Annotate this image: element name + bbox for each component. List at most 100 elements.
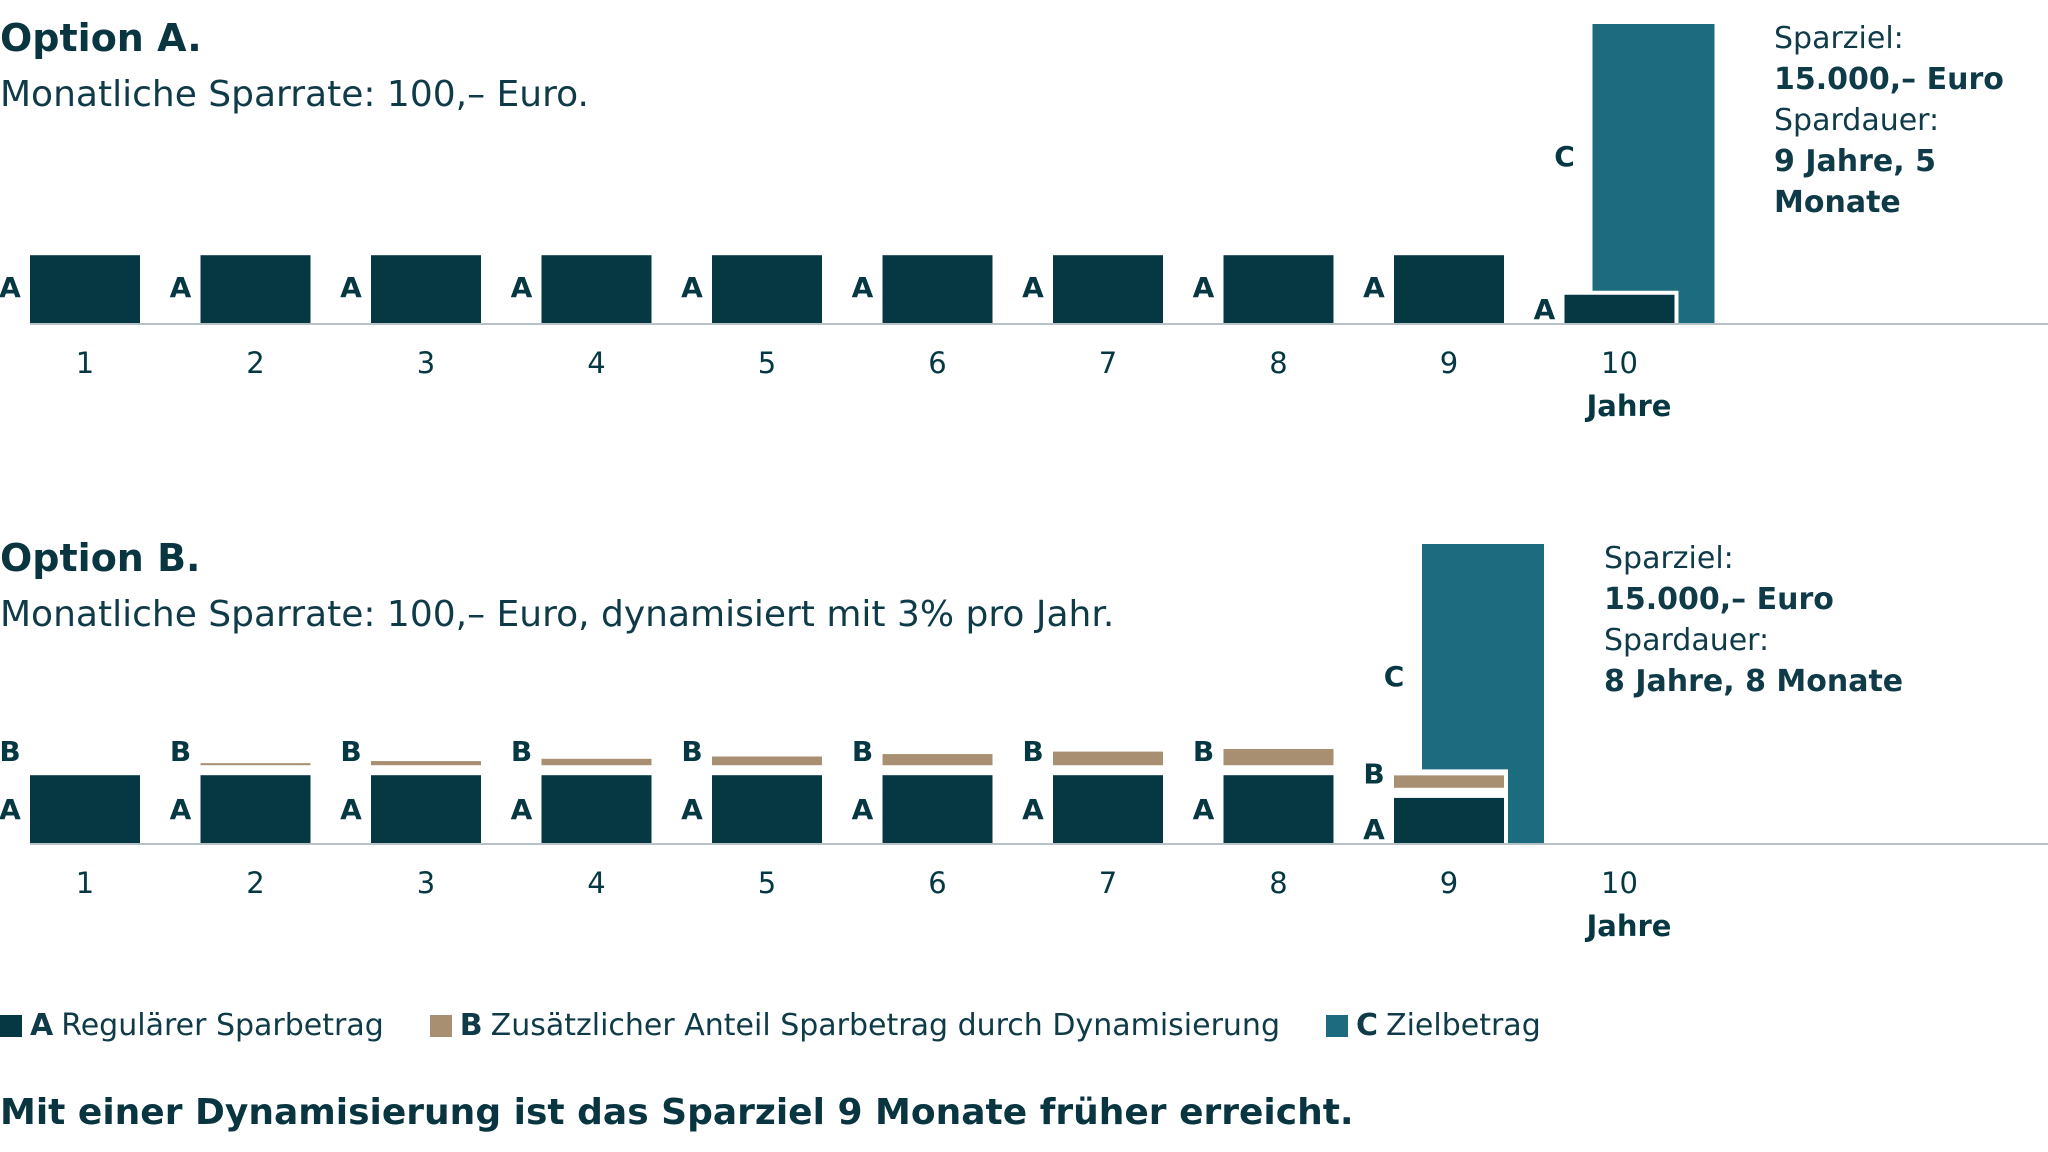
- legend-label-b: Zusätzlicher Anteil Sparbetrag durch Dyn…: [490, 1008, 1280, 1043]
- chart-a-tick-8: 8: [1269, 346, 1287, 380]
- chart-a-tick-10: 10: [1601, 346, 1638, 380]
- chart-b-bar-b-7: [1053, 751, 1163, 766]
- chart-b-bar-a-9: [1394, 797, 1504, 843]
- chart-b-goal-label: Sparziel:: [1604, 541, 1734, 576]
- chart-a-title: Option A.: [0, 16, 202, 60]
- chart-b-bar-a-3: [371, 775, 481, 843]
- chart-b-label-b-8: B: [1193, 735, 1214, 768]
- chart-a-bar-a-5: [712, 255, 822, 323]
- legend: A Regulärer Sparbetrag B Zusätzlicher An…: [0, 1008, 1587, 1043]
- chart-b-subtitle: Monatliche Sparrate: 100,– Euro, dynamis…: [0, 594, 1115, 635]
- chart-a-tick-2: 2: [246, 346, 264, 380]
- chart-b-label-b-5: B: [681, 735, 702, 768]
- chart-a-bar-c: [1592, 24, 1715, 323]
- chart-a-label-a-7: A: [1022, 271, 1044, 304]
- chart-b-tick-5: 5: [758, 866, 776, 900]
- chart-b-tick-8: 8: [1269, 866, 1287, 900]
- chart-a-info: Sparziel: 15.000,– Euro Spardauer: 9 Jah…: [1774, 18, 2048, 223]
- chart-b-label-a-3: A: [340, 793, 362, 826]
- chart-b-label-b-1: B: [0, 735, 21, 768]
- chart-a-bar-a-4: [541, 255, 652, 323]
- chart-b-tick-6: 6: [928, 866, 946, 900]
- chart-b-label-a-8: A: [1193, 793, 1215, 826]
- chart-b-bar-a-5: [712, 775, 822, 843]
- chart-b-label-a-5: A: [681, 793, 703, 826]
- chart-a-bar-a-2: [200, 255, 311, 323]
- chart-b-label-a-4: A: [511, 793, 533, 826]
- chart-a-label-a-1: A: [0, 271, 21, 304]
- chart-a-bar-a-1: [30, 255, 140, 323]
- chart-a-label-a-9: A: [1363, 271, 1385, 304]
- chart-b-bar-b-8: [1223, 748, 1334, 766]
- chart-b-label-a-9: A: [1363, 813, 1385, 846]
- chart-a-tick-4: 4: [587, 346, 605, 380]
- chart-b-xlabel: Jahre: [1585, 909, 1672, 943]
- chart-a-duration-value: 9 Jahre, 5 Monate: [1774, 144, 1936, 220]
- chart-b-duration-value: 8 Jahre, 8 Monate: [1604, 664, 1904, 699]
- chart-b-bar-a-4: [541, 775, 652, 843]
- chart-a-label-a-5: A: [681, 271, 703, 304]
- chart-b-tick-2: 2: [246, 866, 264, 900]
- legend-label-a: Regulärer Sparbetrag: [61, 1008, 384, 1043]
- chart-a-label-a-4: A: [511, 271, 533, 304]
- chart-a-bar-a-10: [1564, 294, 1675, 323]
- chart-a-label-a-8: A: [1193, 271, 1215, 304]
- chart-a-tick-6: 6: [928, 346, 946, 380]
- chart-a-label-c: C: [1554, 140, 1575, 173]
- chart-b-bar-b-3: [371, 761, 481, 766]
- chart-a-goal-label: Sparziel:: [1774, 21, 1904, 56]
- chart-b-label-b-4: B: [511, 735, 532, 768]
- legend-key-b: B: [459, 1008, 483, 1043]
- chart-a-bar-a-8: [1223, 255, 1334, 323]
- chart-a-tick-7: 7: [1099, 346, 1117, 380]
- chart-b-goal-value: 15.000,– Euro: [1604, 582, 1834, 617]
- chart-a-label-a-6: A: [852, 271, 874, 304]
- chart-b-bar-a-6: [882, 775, 993, 843]
- chart-a-bar-a-3: [371, 255, 481, 323]
- chart-b-label-b-3: B: [340, 735, 361, 768]
- chart-b-bar-a-2: [200, 775, 311, 843]
- chart-a-tick-3: 3: [417, 346, 435, 380]
- legend-item-b: B Zusätzlicher Anteil Sparbetrag durch D…: [429, 1008, 1280, 1043]
- chart-b-label-a-2: A: [170, 793, 192, 826]
- chart-b-bar-b-9: [1394, 775, 1504, 788]
- chart-a-tick-9: 9: [1440, 346, 1458, 380]
- chart-a-label-a-2: A: [170, 271, 192, 304]
- chart-b-label-b-9: B: [1363, 757, 1384, 790]
- chart-b-bar-a-8: [1223, 775, 1334, 843]
- chart-a-tick-1: 1: [76, 346, 94, 380]
- chart-b-label-c: C: [1384, 660, 1405, 693]
- chart-b-bar-b-4: [541, 758, 652, 766]
- legend-swatch-c: [1326, 1014, 1348, 1037]
- conclusion-text: Mit einer Dynamisierung ist das Sparziel…: [0, 1092, 1354, 1133]
- legend-key-a: A: [30, 1008, 54, 1043]
- chart-b-bar-a-1: [30, 775, 140, 843]
- legend-label-c: Zielbetrag: [1386, 1008, 1541, 1043]
- chart-a-tick-5: 5: [758, 346, 776, 380]
- chart-b-tick-3: 3: [417, 866, 435, 900]
- chart-a-bar-a-7: [1053, 255, 1163, 323]
- legend-swatch-a: [0, 1014, 22, 1037]
- chart-b-label-b-6: B: [852, 735, 873, 768]
- chart-b-bar-b-5: [712, 756, 822, 766]
- chart-b-bar-b-2: [200, 763, 311, 766]
- chart-a-xlabel: Jahre: [1585, 389, 1672, 423]
- chart-b-tick-10: 10: [1601, 866, 1638, 900]
- chart-a-plot: C A 1 A 2 A 3 A 4 A 5 A 6 A 7 A 8 A 9 A 10 Jahre: [0, 24, 2048, 423]
- legend-swatch-b: [429, 1014, 452, 1037]
- chart-b-tick-9: 9: [1440, 866, 1458, 900]
- chart-b-info: Sparziel: 15.000,– Euro Spardauer: 8 Jah…: [1604, 538, 1903, 702]
- chart-b-tick-7: 7: [1099, 866, 1117, 900]
- chart-a-label-a-10: A: [1534, 293, 1556, 326]
- chart-a-goal-value: 15.000,– Euro: [1774, 62, 2004, 97]
- chart-b-tick-4: 4: [587, 866, 605, 900]
- chart-a-bar-a-6: [882, 255, 993, 323]
- legend-item-c: C Zielbetrag: [1326, 1008, 1541, 1043]
- chart-b-duration-label: Spardauer:: [1604, 623, 1770, 658]
- chart-b-bar-b-6: [882, 754, 993, 766]
- chart-b-label-a-6: A: [852, 793, 874, 826]
- legend-item-a: A Regulärer Sparbetrag: [0, 1008, 384, 1043]
- chart-b-label-a-1: A: [0, 793, 21, 826]
- chart-a-label-a-3: A: [340, 271, 362, 304]
